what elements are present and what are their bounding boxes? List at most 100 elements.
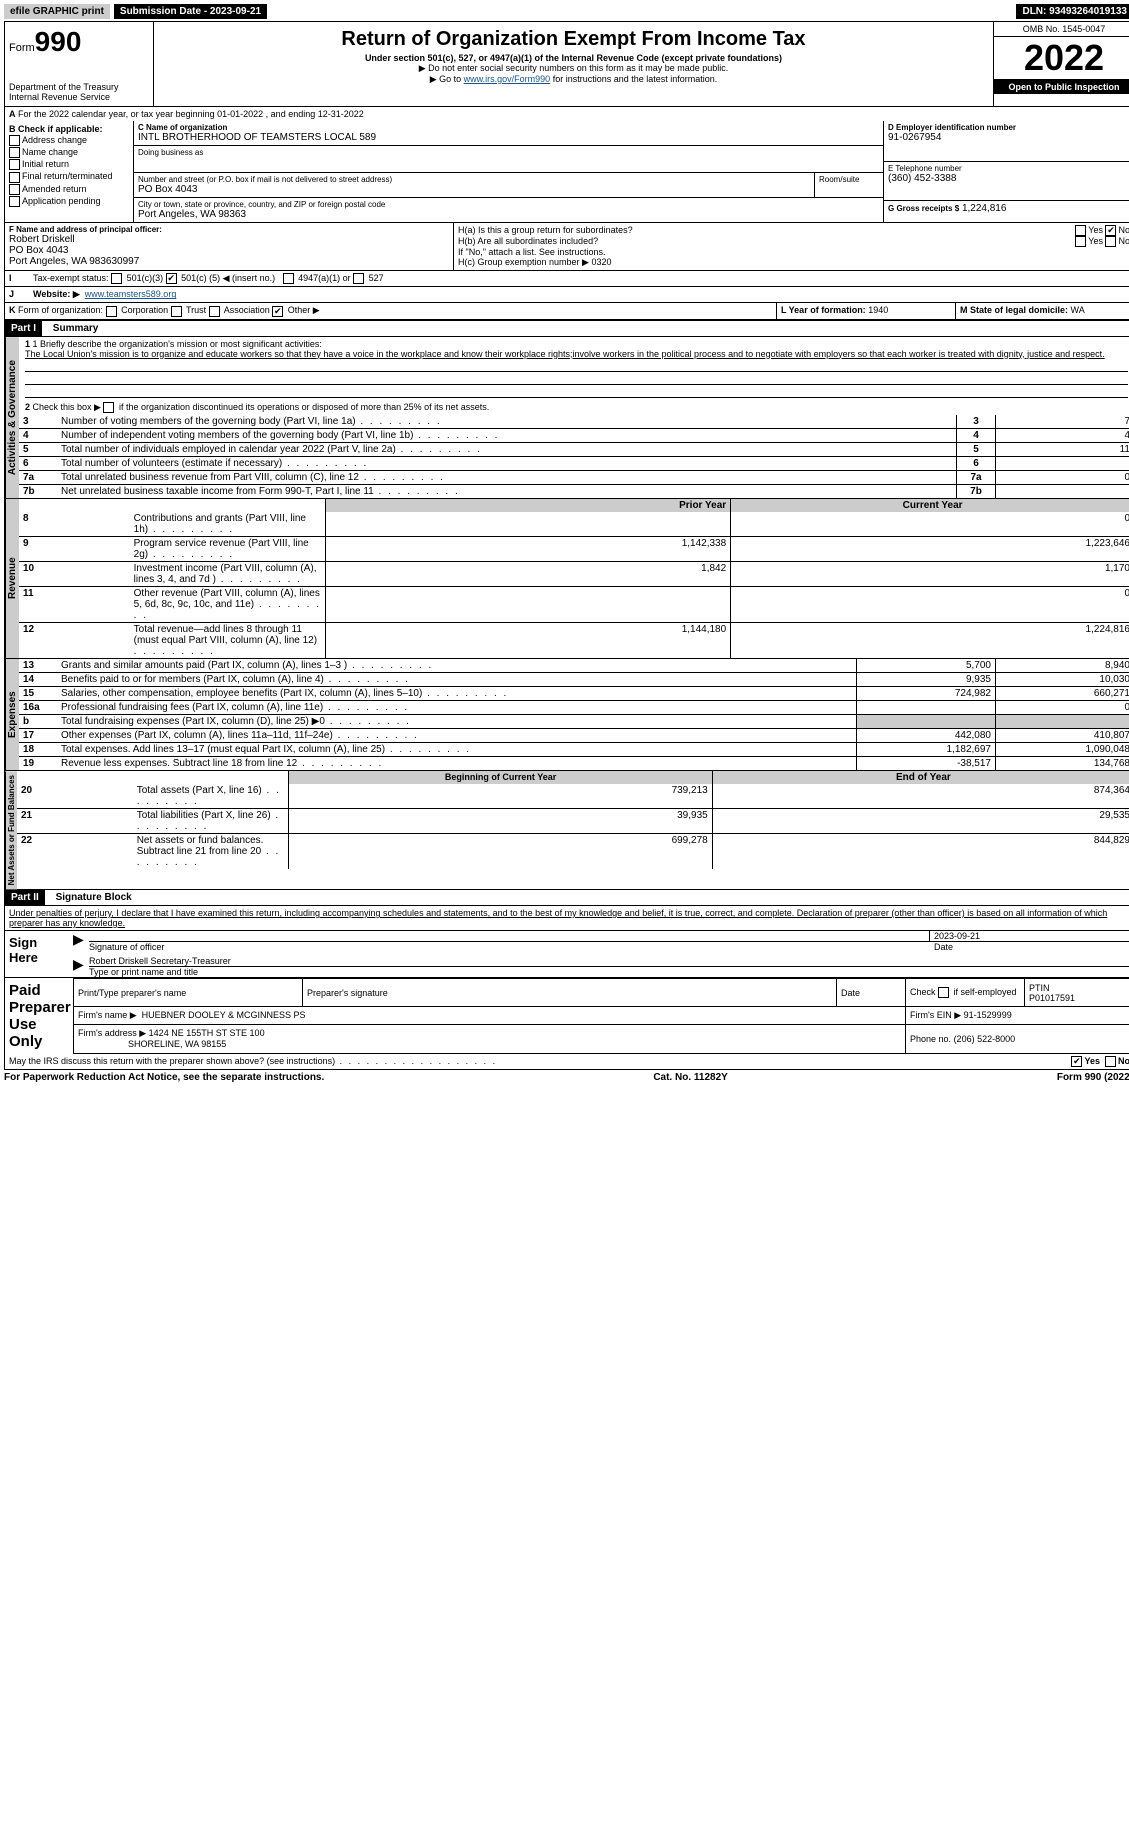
summary-row: 11Other revenue (Part VIII, column (A), … <box>19 586 1129 622</box>
form-container: Form990 Department of the Treasury Inter… <box>4 21 1129 1070</box>
gross-receipts: 1,224,816 <box>962 203 1007 214</box>
page-footer: For Paperwork Reduction Act Notice, see … <box>4 1070 1129 1083</box>
sign-here-label: Sign Here <box>5 931 73 977</box>
paid-preparer-block: Paid Preparer Use Only Print/Type prepar… <box>5 978 1129 1054</box>
summary-row: 22Net assets or fund balances. Subtract … <box>17 833 1129 869</box>
hb-label: H(b) Are all subordinates included? <box>458 236 598 247</box>
section-activities-governance: Activities & Governance 1 1 Briefly desc… <box>5 337 1129 498</box>
summary-row: 13Grants and similar amounts paid (Part … <box>19 659 1129 673</box>
efile-button[interactable]: efile GRAPHIC print <box>4 4 110 19</box>
ag-row: 7bNet unrelated business taxable income … <box>19 484 1129 498</box>
b-label: B Check if applicable: <box>9 124 129 134</box>
sig-officer-label: Signature of officer <box>89 942 930 952</box>
hc-value: 0320 <box>592 257 612 267</box>
summary-row: 12Total revenue—add lines 8 through 11 (… <box>19 622 1129 658</box>
declaration-text: Under penalties of perjury, I declare th… <box>5 906 1129 930</box>
ag-row: 5Total number of individuals employed in… <box>19 442 1129 456</box>
omb-label: OMB No. 1545-0047 <box>994 22 1129 36</box>
section-fh: F Name and address of principal officer:… <box>5 223 1129 271</box>
i-501c3-check[interactable] <box>111 273 122 284</box>
line-a: A For the 2022 calendar year, or tax yea… <box>5 107 1129 121</box>
firm-ein: 91-1529999 <box>964 1010 1012 1020</box>
summary-row: 19Revenue less expenses. Subtract line 1… <box>19 756 1129 770</box>
submission-button[interactable]: Submission Date - 2023-09-21 <box>114 4 267 19</box>
i-4947-check[interactable] <box>283 273 294 284</box>
b-app-pending[interactable]: Application pending <box>9 196 129 207</box>
ptin-value: P01017591 <box>1029 993 1075 1003</box>
type-name-label: Type or print name and title <box>89 967 1129 977</box>
firm-name: HUEBNER DOOLEY & MCGINNESS PS <box>142 1010 306 1020</box>
officer-addr1: PO Box 4043 <box>9 245 449 256</box>
form-number: Form990 <box>9 26 149 58</box>
revenue-table: Prior YearCurrent Year 8Contributions an… <box>19 499 1129 658</box>
p-date-label: Date <box>837 979 906 1007</box>
dept-label: Department of the Treasury <box>9 82 149 92</box>
p-name-label: Print/Type preparer's name <box>74 979 303 1007</box>
c-name-label: C Name of organization <box>138 123 879 132</box>
tab-expenses: Expenses <box>5 659 19 770</box>
may-irs-yesno[interactable]: Yes No <box>1067 1054 1129 1069</box>
b-initial-return[interactable]: Initial return <box>9 159 129 170</box>
date-label: Date <box>930 942 1129 952</box>
org-name: INTL BROTHERHOOD OF TEAMSTERS LOCAL 589 <box>138 132 879 143</box>
k-trust[interactable] <box>171 306 182 317</box>
summary-row: 8Contributions and grants (Part VIII, li… <box>19 512 1129 537</box>
ag-row: 3Number of voting members of the governi… <box>19 415 1129 429</box>
irs-label: Internal Revenue Service <box>9 92 149 102</box>
ssn-note: ▶ Do not enter social security numbers o… <box>158 63 989 74</box>
section-j: J Website: ▶ www.teamsters589.org <box>5 287 1129 303</box>
firm-phone: (206) 522-8000 <box>954 1034 1016 1044</box>
phone-value: (360) 452-3388 <box>888 173 1129 184</box>
dln-label: DLN: 93493264019133 <box>1016 4 1129 19</box>
e-label: E Telephone number <box>888 164 1129 173</box>
b-final-return[interactable]: Final return/terminated <box>9 171 129 182</box>
section-revenue: Revenue Prior YearCurrent Year 8Contribu… <box>5 499 1129 658</box>
f-label: F Name and address of principal officer: <box>9 225 449 234</box>
tab-net-assets: Net Assets or Fund Balances <box>5 771 17 889</box>
city-label: City or town, state or province, country… <box>138 200 879 209</box>
k-assoc[interactable] <box>209 306 220 317</box>
firm-addr2: SHORELINE, WA 98155 <box>128 1039 226 1049</box>
line2-check[interactable] <box>103 402 114 413</box>
ag-table: 3Number of voting members of the governi… <box>19 415 1129 498</box>
footer-right: Form 990 (2022) <box>1057 1072 1129 1083</box>
part-ii-header: Part II Signature Block <box>5 889 1129 906</box>
irs-link[interactable]: www.irs.gov/Form990 <box>464 74 551 84</box>
city-value: Port Angeles, WA 98363 <box>138 209 879 220</box>
hb-yesno[interactable]: Yes No <box>1075 236 1129 247</box>
officer-name: Robert Driskell <box>9 234 449 245</box>
summary-row: 14Benefits paid to or for members (Part … <box>19 672 1129 686</box>
b-addr-change[interactable]: Address change <box>9 135 129 146</box>
i-501c-check[interactable] <box>166 273 177 284</box>
website-link[interactable]: www.teamsters589.org <box>85 289 177 299</box>
officer-addr2: Port Angeles, WA 983630997 <box>9 256 449 267</box>
ha-yesno[interactable]: Yes No <box>1075 225 1129 236</box>
ein-value: 91-0267954 <box>888 132 1129 143</box>
summary-row: 16aProfessional fundraising fees (Part I… <box>19 700 1129 714</box>
year-formation: 1940 <box>868 305 888 315</box>
k-corp[interactable] <box>106 306 117 317</box>
dba-label: Doing business as <box>138 148 879 157</box>
hc-label: H(c) Group exemption number ▶ <box>458 257 589 267</box>
p-self-employed[interactable]: Check if self-employed <box>906 979 1025 1007</box>
instructions-note: ▶ Go to www.irs.gov/Form990 for instruct… <box>158 74 989 85</box>
expenses-table: 13Grants and similar amounts paid (Part … <box>19 659 1129 770</box>
p-sig-label: Preparer's signature <box>303 979 837 1007</box>
sign-here-block: Sign Here ▶ 2023-09-21 Signature of offi… <box>5 931 1129 977</box>
form-header: Form990 Department of the Treasury Inter… <box>5 22 1129 107</box>
k-other[interactable] <box>272 306 283 317</box>
summary-row: 10Investment income (Part VIII, column (… <box>19 561 1129 586</box>
b-amended[interactable]: Amended return <box>9 184 129 195</box>
summary-row: 21Total liabilities (Part X, line 26)39,… <box>17 808 1129 833</box>
summary-row: 9Program service revenue (Part VIII, lin… <box>19 536 1129 561</box>
b-name-change[interactable]: Name change <box>9 147 129 158</box>
sig-date: 2023-09-21 <box>929 931 1129 941</box>
d-label: D Employer identification number <box>888 123 1129 132</box>
section-expenses: Expenses 13Grants and similar amounts pa… <box>5 659 1129 770</box>
section-bcdeg: B Check if applicable: Address change Na… <box>5 121 1129 223</box>
part-i-header: Part I Summary <box>5 320 1129 337</box>
footer-left: For Paperwork Reduction Act Notice, see … <box>4 1072 324 1083</box>
g-label: G Gross receipts $ <box>888 204 959 213</box>
i-527-check[interactable] <box>353 273 364 284</box>
paid-preparer-table: Print/Type preparer's name Preparer's si… <box>73 978 1129 1054</box>
